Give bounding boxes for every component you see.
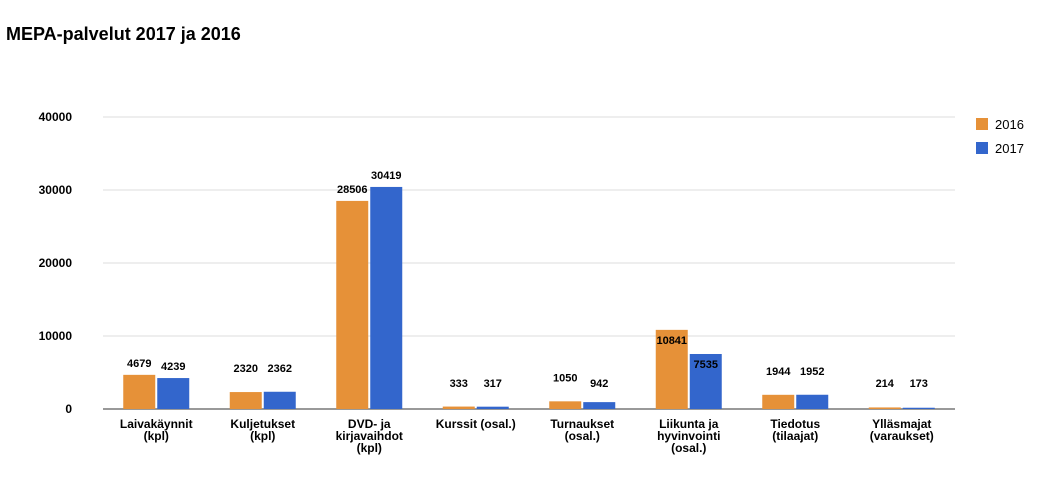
bar-2016	[549, 401, 582, 409]
x-category-label: Tiedotus	[770, 417, 820, 431]
x-category-label: kirjavaihdot	[336, 429, 403, 443]
x-category-label: (kpl)	[250, 429, 275, 443]
data-label-2016: 28506	[337, 184, 368, 196]
data-label-2017: 317	[484, 378, 502, 390]
x-category-label: (osal.)	[565, 429, 600, 443]
x-category-label: (osal.)	[671, 441, 706, 455]
legend-swatch-2016	[976, 118, 988, 130]
x-category-label: Liikunta ja	[659, 417, 719, 431]
y-axis-ticks: 0 10000 20000 30000 40000	[39, 110, 73, 416]
data-label-2017: 1952	[800, 366, 824, 378]
x-category-label: Turnaukset	[550, 417, 614, 431]
bar-2016	[442, 406, 475, 409]
y-tick-label: 20000	[39, 256, 73, 270]
data-label-2016: 4679	[127, 358, 151, 370]
data-label-2016: 2320	[234, 363, 258, 375]
bar-2017	[689, 353, 722, 409]
x-category-label: (varaukset)	[870, 429, 934, 443]
bar-2017	[796, 394, 829, 409]
x-category-label: Ylläsmajat	[872, 417, 931, 431]
legend: 2016 2017	[976, 117, 1024, 156]
bar-2017	[476, 406, 509, 409]
bar-2017	[902, 407, 935, 409]
x-axis-categories: Laivakäynnit(kpl)Kuljetukset(kpl)DVD- ja…	[120, 417, 934, 455]
bar-2017	[583, 402, 616, 409]
legend-label-2017: 2017	[995, 141, 1024, 156]
bar-2016	[336, 200, 369, 409]
data-label-2016: 333	[450, 378, 468, 390]
bar-2016	[229, 392, 262, 409]
y-tick-label: 0	[65, 402, 72, 416]
data-label-2017: 2362	[268, 363, 292, 375]
bar-2017	[157, 378, 190, 409]
data-label-2017: 942	[590, 378, 608, 390]
bar-2016	[868, 407, 901, 409]
data-label-2016: 10841	[656, 335, 687, 347]
x-category-label: (kpl)	[144, 429, 169, 443]
data-label-2017: 7535	[694, 359, 718, 371]
data-label-2016: 214	[876, 378, 895, 390]
bars	[123, 186, 935, 409]
data-label-2017: 173	[910, 378, 928, 390]
y-tick-label: 30000	[39, 183, 73, 197]
data-label-2017: 30419	[371, 170, 402, 182]
x-category-label: Kuljetukset	[230, 417, 295, 431]
x-category-label: Laivakäynnit	[120, 417, 193, 431]
gridlines	[103, 116, 955, 410]
y-tick-label: 10000	[39, 329, 73, 343]
bar-2016	[123, 374, 156, 409]
bar-2016	[655, 329, 688, 409]
x-category-label: DVD- ja	[348, 417, 391, 431]
legend-label-2016: 2016	[995, 117, 1024, 132]
bar-2017	[370, 186, 403, 409]
chart-title: MEPA-palvelut 2017 ja 2016	[6, 24, 241, 44]
data-label-2016: 1050	[553, 372, 577, 384]
y-tick-label: 40000	[39, 110, 73, 124]
bar-2016	[762, 394, 795, 409]
data-label-2016: 1944	[766, 366, 791, 378]
x-category-label: hyvinvointi	[657, 429, 720, 443]
legend-swatch-2017	[976, 142, 988, 154]
bar-2017	[263, 391, 296, 409]
x-category-label: (kpl)	[357, 441, 382, 455]
data-label-2017: 4239	[161, 361, 185, 373]
x-category-label: Kurssit (osal.)	[436, 417, 516, 431]
x-category-label: (tilaajat)	[772, 429, 818, 443]
